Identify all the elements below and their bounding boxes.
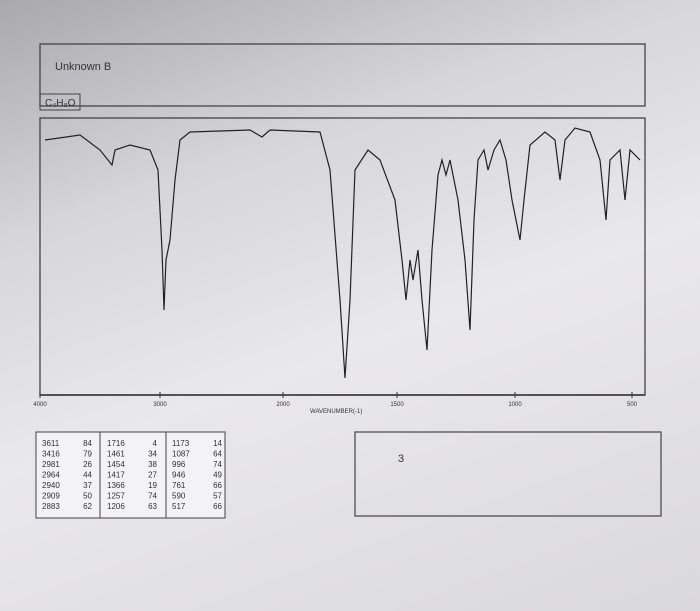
title-box [39, 43, 646, 107]
x-tick-label: 4000 [33, 402, 47, 408]
peak-transmittance: 74 [213, 460, 222, 469]
peak-transmittance: 34 [148, 450, 157, 459]
peak-wavenumber: 761 [172, 481, 186, 490]
peak-wavenumber: 1173 [172, 439, 190, 448]
answer: 3 [398, 453, 404, 465]
peak-transmittance: 64 [213, 450, 222, 459]
peak-transmittance: 26 [83, 460, 92, 469]
peak-wavenumber: 3611 [42, 439, 60, 448]
peak-wavenumber: 517 [172, 502, 186, 511]
peak-wavenumber: 946 [172, 471, 186, 480]
peak-transmittance: 62 [83, 502, 92, 511]
peak-transmittance: 44 [83, 471, 92, 480]
peak-wavenumber: 1366 [107, 481, 125, 490]
peak-transmittance: 84 [83, 439, 92, 448]
peak-wavenumber: 1257 [107, 492, 125, 501]
x-tick-label: 2000 [276, 402, 290, 408]
peak-transmittance: 63 [148, 502, 157, 511]
peak-transmittance: 37 [83, 481, 92, 490]
peak-transmittance: 50 [83, 492, 92, 501]
peak-transmittance: 66 [213, 481, 222, 490]
peak-wavenumber: 2883 [42, 502, 60, 511]
peak-transmittance: 74 [148, 492, 157, 501]
peak-wavenumber: 1716 [107, 439, 125, 448]
peak-transmittance: 19 [148, 481, 157, 490]
peak-wavenumber: 1461 [107, 450, 125, 459]
peak-transmittance: 57 [213, 492, 222, 501]
peak-wavenumber: 1417 [107, 471, 125, 480]
peak-transmittance: 79 [83, 450, 92, 459]
answer-box [354, 431, 662, 517]
peak-wavenumber: 996 [172, 460, 186, 469]
peak-wavenumber: 1206 [107, 502, 125, 511]
peak-transmittance: 66 [213, 502, 222, 511]
title: Unknown B [55, 61, 111, 73]
x-tick-label: 3000 [153, 402, 167, 408]
peak-wavenumber: 1454 [107, 460, 125, 469]
peak-table [35, 431, 226, 519]
peak-transmittance: 14 [213, 439, 222, 448]
x-tick-label: 500 [627, 402, 638, 408]
spectrum-trace [44, 127, 641, 379]
peak-transmittance: 4 [153, 439, 158, 448]
peak-transmittance: 27 [148, 471, 157, 480]
peak-wavenumber: 3416 [42, 450, 60, 459]
peak-wavenumber: 2964 [42, 471, 60, 480]
formula-box [39, 93, 81, 111]
peak-transmittance: 49 [213, 471, 222, 480]
formula: C₄H₈O [45, 98, 76, 109]
peak-wavenumber: 1087 [172, 450, 190, 459]
peak-wavenumber: 2981 [42, 460, 60, 469]
x-tick-label: 1500 [390, 402, 404, 408]
peak-transmittance: 38 [148, 460, 157, 469]
x-tick-label: 1000 [508, 402, 522, 408]
peak-wavenumber: 2909 [42, 492, 60, 501]
x-axis-title: WAVENUMBER(-1) [310, 409, 362, 415]
peak-wavenumber: 2940 [42, 481, 60, 490]
peak-wavenumber: 590 [172, 492, 186, 501]
spectrum-frame [39, 117, 646, 396]
